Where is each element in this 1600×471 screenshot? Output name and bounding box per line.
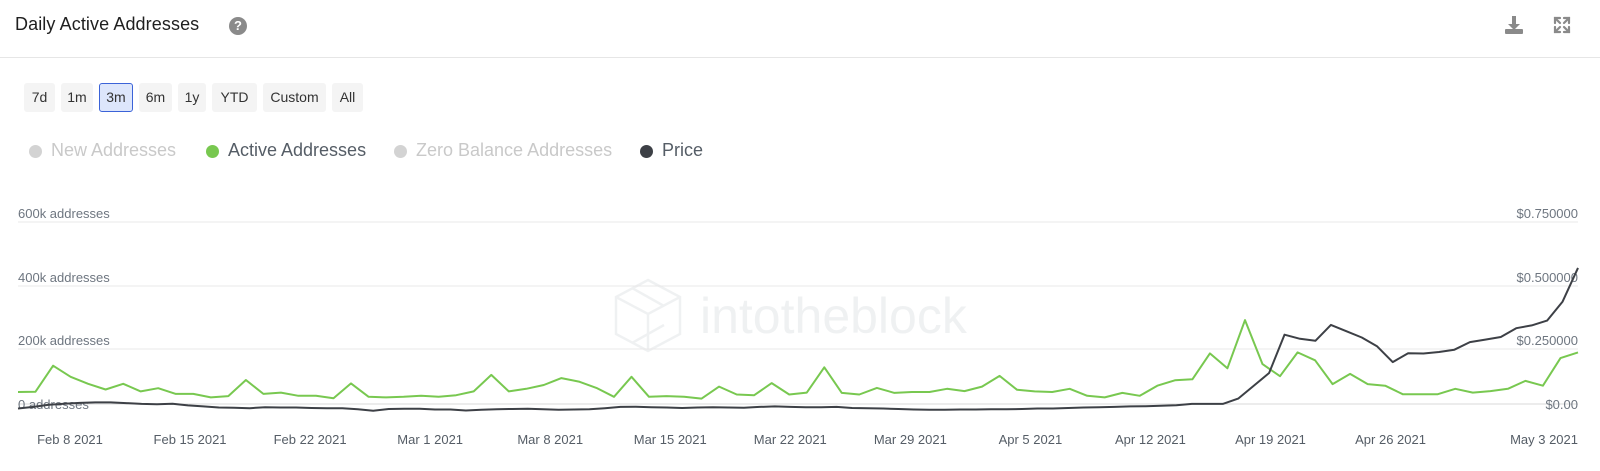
legend-dot: [640, 145, 653, 158]
x-tick-label: Mar 15 2021: [634, 432, 707, 447]
x-tick-label: May 3 2021: [1510, 432, 1578, 447]
help-icon[interactable]: ?: [229, 17, 247, 35]
legend-label: New Addresses: [51, 140, 177, 160]
legend-dot: [29, 145, 42, 158]
x-tick-label: Apr 12 2021: [1115, 432, 1186, 447]
x-tick-label: Feb 15 2021: [154, 432, 227, 447]
price-line: [17, 267, 1579, 412]
expand-icon[interactable]: [1551, 14, 1573, 36]
y-left-tick-label: 600k addresses: [18, 206, 110, 221]
legend-dot: [206, 145, 219, 158]
chart-header: Daily Active Addresses ?: [0, 0, 1600, 58]
range-7d-button[interactable]: 7d: [24, 83, 55, 112]
y-left-tick-label: 200k addresses: [18, 333, 110, 348]
range-1y-button[interactable]: 1y: [178, 83, 206, 112]
x-tick-label: Feb 8 2021: [37, 432, 103, 447]
y-right-tick-label: $0.00: [1545, 397, 1578, 412]
watermark-text: intotheblock: [700, 288, 968, 344]
range-1m-button[interactable]: 1m: [61, 83, 93, 112]
x-tick-label: Apr 19 2021: [1235, 432, 1306, 447]
page-title: Daily Active Addresses: [15, 14, 200, 34]
x-tick-label: Mar 29 2021: [874, 432, 947, 447]
legend-dot: [394, 145, 407, 158]
x-tick-label: Mar 1 2021: [397, 432, 463, 447]
y-right-tick-label: $0.750000: [1517, 206, 1578, 221]
x-tick-label: Apr 26 2021: [1355, 432, 1426, 447]
x-tick-label: Mar 8 2021: [517, 432, 583, 447]
range-6m-button[interactable]: 6m: [139, 83, 172, 112]
range-custom-button[interactable]: Custom: [263, 83, 326, 112]
range-3m-button[interactable]: 3m: [99, 83, 133, 112]
x-tick-label: Mar 22 2021: [754, 432, 827, 447]
y-right-tick-label: $0.250000: [1517, 333, 1578, 348]
watermark: intotheblock: [614, 278, 968, 353]
range-ytd-button[interactable]: YTD: [212, 83, 257, 112]
legend-label: Zero Balance Addresses: [416, 140, 613, 160]
active-addresses-line: [17, 319, 1579, 400]
y-right-tick-label: $0.500000: [1517, 270, 1578, 285]
x-tick-label: Feb 22 2021: [274, 432, 347, 447]
legend-label: Price: [662, 140, 704, 160]
download-icon[interactable]: [1503, 14, 1525, 36]
legend-label: Active Addresses: [228, 140, 367, 160]
range-all-button[interactable]: All: [332, 83, 363, 112]
x-tick-label: Apr 5 2021: [999, 432, 1063, 447]
y-left-tick-label: 400k addresses: [18, 270, 110, 285]
